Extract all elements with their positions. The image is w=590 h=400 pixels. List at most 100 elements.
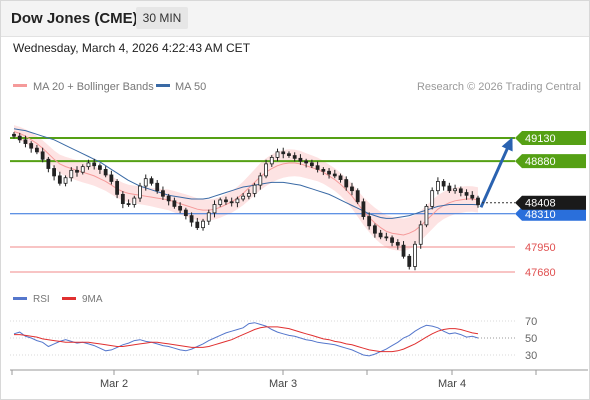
candle [86,159,91,170]
candle [17,132,22,143]
candle [407,253,412,270]
candle [241,192,246,202]
candle [155,180,160,194]
candle [183,207,188,220]
candle [292,152,297,162]
rsi-line [13,322,479,357]
candle [161,186,165,201]
candle [80,164,85,175]
candle [287,151,291,158]
candle [441,179,446,191]
candle [138,182,142,202]
candle [430,187,435,210]
rsi-legend-label: RSI [33,294,50,305]
rsi-grid: 70 50 30 [10,316,537,362]
candle [401,241,406,259]
bollinger-band [14,125,478,252]
timestamp: Wednesday, March 4, 2026 4:22:43 AM CET [13,41,251,55]
rsi-tick-30: 30 [525,350,537,362]
forecast-arrow-head [501,137,513,152]
moving-average-lines [13,128,479,236]
candle [12,131,16,139]
rsi-legend-swatch [13,297,27,300]
candle [378,229,383,240]
candle [367,212,372,230]
level-label-49130: 49130 [525,133,556,145]
candle [372,223,377,238]
ma50-legend-swatch [156,84,170,87]
candle [52,165,56,181]
candle [390,235,394,247]
candle [321,167,326,176]
candle [92,158,97,170]
candle [413,241,417,271]
rsi-lines [13,322,515,357]
candle [224,196,228,205]
level-label-48880: 48880 [525,156,556,168]
candle [395,239,400,250]
candle [178,202,183,214]
candle [189,212,194,227]
candle [149,176,154,186]
header-divider [0,36,590,37]
candle [252,182,257,198]
candle [332,169,337,179]
level-tag-48880 [515,154,586,169]
candle [361,198,366,220]
candle [206,209,211,225]
candle [172,197,177,209]
x-tick-label: Mar 4 [438,378,466,390]
candle [470,191,475,201]
level-tag-49130 [515,131,586,145]
candle [75,166,79,177]
credit-text: Research © 2026 Trading Central [417,81,581,93]
candle [29,141,34,153]
ma9-legend-label: 9MA [82,294,103,305]
candle [218,197,223,207]
candle [384,232,389,241]
level-label-47950: 47950 [525,242,556,254]
page-title: Dow Jones (CME) [11,10,138,27]
candle [355,188,360,205]
candle [212,200,217,218]
candle [344,176,349,191]
level-label-47680: 47680 [525,267,556,279]
candle [269,155,274,167]
rsi-tick-50: 50 [525,333,537,345]
candle [246,189,251,200]
ma20-line [13,131,479,236]
candle [447,182,452,193]
candle [309,159,314,169]
forecast-arrow [479,137,513,208]
ma20-legend-swatch [13,84,27,87]
last-price-tag [515,195,586,210]
candle [126,199,131,207]
candle [69,167,74,182]
candle [418,220,423,249]
last-price-label: 48408 [525,198,556,210]
ma50-legend-label: MA 50 [175,81,206,93]
candle [338,173,343,183]
candle [436,177,440,195]
candle [35,144,39,155]
forecast-arrow-shaft [479,142,512,208]
candle [327,168,331,179]
candle [464,189,469,200]
rsi-tick-70: 70 [525,316,537,328]
x-tick-label: Mar 2 [100,378,128,390]
x-tick-label: Mar 3 [269,378,297,390]
bollinger-band-area [14,125,478,252]
candle [46,156,51,173]
ma20-legend-label: MA 20 + Bollinger Bands [33,81,154,93]
timeframe-badge[interactable]: 30 MIN [136,7,188,29]
candles [12,131,480,271]
candle [201,218,205,231]
x-axis: Mar 2 Mar 3 Mar 4 [11,370,537,390]
candle [40,147,45,163]
header-bar: Dow Jones (CME) 30 MIN [0,0,590,36]
candle [281,147,286,159]
candle [258,172,263,190]
candle [264,159,268,179]
candle [453,184,457,194]
candle [275,148,280,162]
